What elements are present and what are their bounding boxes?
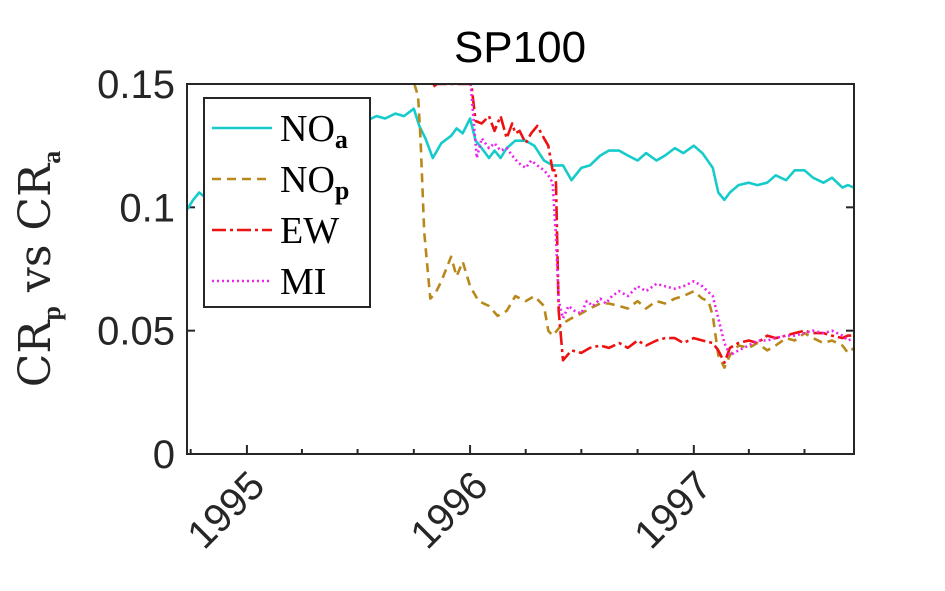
y-tick-label: 0.05 xyxy=(97,310,175,354)
axes-box xyxy=(186,83,855,455)
legend-label: NOp xyxy=(280,159,349,205)
series-line-mi xyxy=(469,84,854,357)
y-axis-label: CRp vs CRa xyxy=(10,151,66,387)
y-tick-label: 0.15 xyxy=(97,63,175,107)
y-axis-ticks: 0 0.05 0.1 0.15 xyxy=(97,63,854,477)
series-line-ew xyxy=(432,84,854,365)
y-tick-label: 0 xyxy=(153,433,175,477)
x-tick-label: 1997 xyxy=(626,463,720,557)
legend-label: MI xyxy=(280,261,326,303)
legend-box xyxy=(203,97,371,308)
y-tick-label: 0.1 xyxy=(119,186,175,230)
legend-label: NOa xyxy=(280,108,348,154)
x-tick-label: 1995 xyxy=(179,463,273,557)
chart-title: SP100 xyxy=(454,23,586,72)
legend-label: EW xyxy=(280,210,339,252)
x-tick-label: 1996 xyxy=(402,463,496,557)
legend: NOa NOp EW MI xyxy=(203,97,371,308)
series-line-nop xyxy=(413,84,854,370)
x-axis-ticks: 1995 1996 1997 xyxy=(179,445,806,557)
